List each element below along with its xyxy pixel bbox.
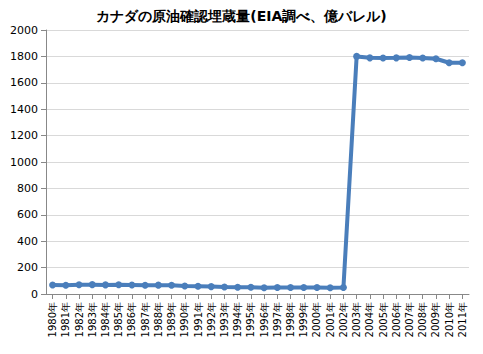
svg-text:400: 400 bbox=[17, 235, 38, 248]
svg-text:2003年: 2003年 bbox=[351, 302, 362, 337]
svg-text:1993年: 1993年 bbox=[219, 302, 230, 337]
svg-text:1000: 1000 bbox=[10, 156, 38, 169]
svg-text:1989年: 1989年 bbox=[166, 302, 177, 337]
svg-text:2000年: 2000年 bbox=[311, 302, 322, 337]
svg-text:1988年: 1988年 bbox=[153, 302, 164, 337]
svg-text:1984年: 1984年 bbox=[100, 302, 111, 337]
svg-text:1994年: 1994年 bbox=[232, 302, 243, 337]
svg-text:200: 200 bbox=[17, 261, 38, 274]
svg-text:1998年: 1998年 bbox=[285, 302, 296, 337]
svg-text:2009年: 2009年 bbox=[430, 302, 441, 337]
svg-text:1999年: 1999年 bbox=[298, 302, 309, 337]
svg-text:2000: 2000 bbox=[10, 24, 38, 37]
svg-text:2001年: 2001年 bbox=[325, 302, 336, 337]
svg-text:1995年: 1995年 bbox=[245, 302, 256, 337]
svg-text:1992年: 1992年 bbox=[206, 302, 217, 337]
svg-text:1983年: 1983年 bbox=[87, 302, 98, 337]
svg-text:1987年: 1987年 bbox=[140, 302, 151, 337]
svg-text:1982年: 1982年 bbox=[74, 302, 85, 337]
svg-text:2002年: 2002年 bbox=[338, 302, 349, 337]
svg-text:800: 800 bbox=[17, 182, 38, 195]
svg-text:1996年: 1996年 bbox=[259, 302, 270, 337]
svg-text:1200: 1200 bbox=[10, 129, 38, 142]
svg-text:1985年: 1985年 bbox=[113, 302, 124, 337]
svg-text:2010年: 2010年 bbox=[444, 302, 455, 337]
svg-text:1991年: 1991年 bbox=[193, 302, 204, 337]
svg-text:0: 0 bbox=[31, 288, 38, 301]
svg-text:1997年: 1997年 bbox=[272, 302, 283, 337]
svg-text:1400: 1400 bbox=[10, 103, 38, 116]
svg-text:2007年: 2007年 bbox=[404, 302, 415, 337]
svg-text:1800: 1800 bbox=[10, 50, 38, 63]
svg-text:600: 600 bbox=[17, 208, 38, 221]
svg-text:カナダの原油確認埋蔵量(EIA調べ、億バレル): カナダの原油確認埋蔵量(EIA調べ、億バレル) bbox=[96, 8, 386, 24]
svg-text:2005年: 2005年 bbox=[378, 302, 389, 337]
svg-text:2011年: 2011年 bbox=[457, 302, 468, 337]
svg-text:2008年: 2008年 bbox=[417, 302, 428, 337]
svg-text:2006年: 2006年 bbox=[391, 302, 402, 337]
svg-text:2004年: 2004年 bbox=[364, 302, 375, 337]
svg-text:1980年: 1980年 bbox=[47, 302, 58, 337]
svg-text:1981年: 1981年 bbox=[60, 302, 71, 337]
svg-text:1990年: 1990年 bbox=[179, 302, 190, 337]
svg-text:1600: 1600 bbox=[10, 76, 38, 89]
svg-text:1986年: 1986年 bbox=[126, 302, 137, 337]
